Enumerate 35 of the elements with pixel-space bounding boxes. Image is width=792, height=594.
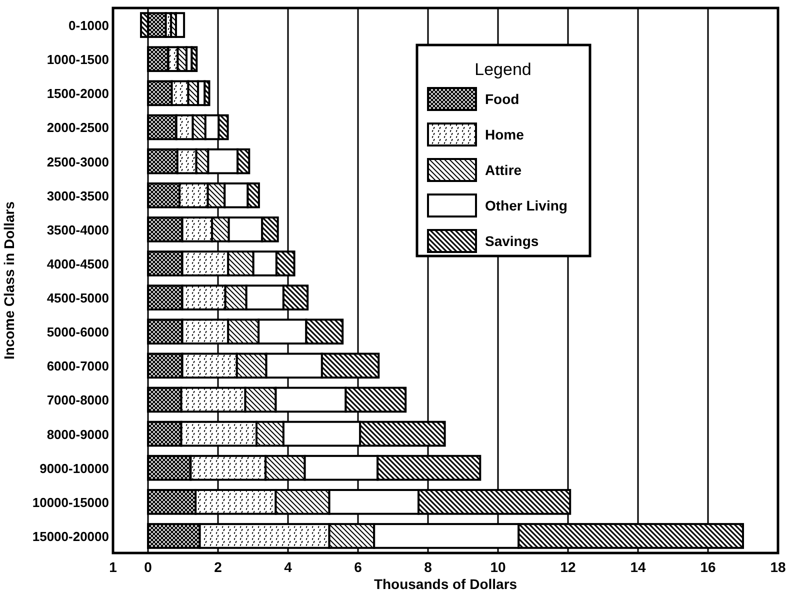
x-tick-label: 8 (424, 559, 432, 575)
y-tick-label: 3000-3500 (46, 188, 109, 204)
y-tick-label: 1000-1500 (46, 52, 109, 68)
x-tick-label: 14 (630, 559, 646, 575)
y-tick-label: 0-1000 (68, 18, 109, 34)
y-tick-label: 15000-20000 (32, 528, 109, 544)
x-tick-label: 0 (144, 559, 152, 575)
x-tick-label: 10 (490, 559, 506, 575)
x-tick-label: 2 (214, 559, 222, 575)
y-tick-label: 10000-15000 (32, 494, 109, 510)
x-tick-label: 6 (354, 559, 362, 575)
legend-label: Attire (485, 162, 522, 178)
y-tick-label: 1500-2000 (46, 86, 109, 102)
y-tick-label: 2000-2500 (46, 120, 109, 136)
y-tick-label: 7000-8000 (46, 392, 109, 408)
legend-label: Home (485, 126, 524, 142)
x-tick-label: 18 (770, 559, 786, 575)
y-tick-label: 6000-7000 (46, 358, 109, 374)
legend-label: Savings (485, 233, 539, 249)
legend-label: Other Living (485, 198, 568, 214)
x-tick-label: 16 (700, 559, 716, 575)
y-tick-label: 9000-10000 (40, 460, 109, 476)
y-tick-label: 2500-3000 (46, 154, 109, 170)
y-tick-label: 4500-5000 (46, 290, 109, 306)
legend-label: Food (485, 91, 520, 107)
y-tick-label: 5000-6000 (46, 324, 109, 340)
x-tick-label: 4 (284, 559, 292, 575)
x-tick-label: 1 (109, 559, 118, 575)
x-axis-title: Thousands of Dollars (374, 576, 518, 592)
legend-title: Legend (474, 60, 532, 79)
y-tick-label: 3500-4000 (46, 222, 109, 238)
y-tick-label: 4000-4500 (46, 256, 109, 272)
x-tick-label: 12 (560, 559, 576, 575)
y-axis-title: Income Class in Dollars (1, 201, 17, 360)
y-tick-label: 8000-9000 (46, 426, 109, 442)
